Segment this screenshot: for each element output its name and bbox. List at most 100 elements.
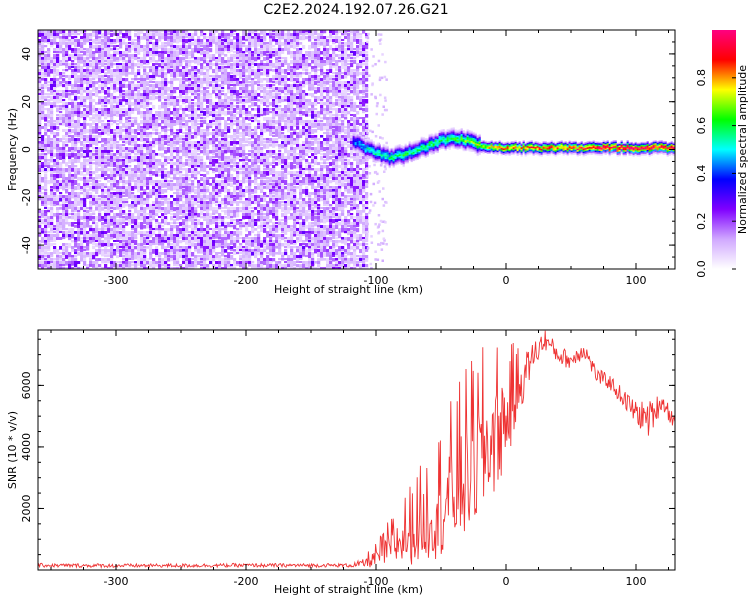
heatmap-cell [242, 210, 246, 213]
heatmap-cell [257, 147, 261, 152]
heatmap-cell [188, 90, 192, 93]
heatmap-cell [113, 63, 117, 66]
heatmap-cell [197, 45, 201, 48]
heatmap-cell [95, 198, 99, 201]
heatmap-cell [209, 30, 213, 35]
heatmap-cell [107, 39, 111, 44]
heatmap-cell [101, 168, 105, 173]
heatmap-cell [83, 60, 87, 63]
heatmap-cell [155, 129, 159, 132]
heatmap-cell [53, 36, 57, 40]
heatmap-cell [188, 36, 192, 39]
heatmap-cell [62, 195, 66, 199]
heatmap-cell [158, 81, 162, 86]
heatmap-cell [98, 156, 102, 161]
heatmap-cell [158, 234, 162, 239]
heatmap-cell [212, 180, 216, 184]
heatmap-cell [251, 120, 255, 123]
heatmap-cell [137, 126, 141, 131]
heatmap-cell [65, 252, 69, 257]
heatmap-cell [83, 234, 87, 239]
heatmap-cell [44, 261, 48, 266]
heatmap-cell [59, 183, 63, 188]
heatmap-cell [128, 84, 132, 89]
heatmap-cell [146, 72, 150, 77]
heatmap-cell [167, 264, 171, 267]
heatmap-cell [194, 249, 198, 252]
heatmap-cell [170, 111, 174, 115]
heatmap-cell [125, 72, 129, 77]
heatmap-cell [152, 45, 156, 49]
heatmap-cell [53, 264, 57, 268]
heatmap-cell [101, 204, 105, 207]
heatmap-cell [98, 231, 102, 234]
heatmap-cell [221, 135, 225, 138]
heatmap-cell [146, 141, 150, 144]
heatmap-cell [74, 213, 78, 218]
heatmap-cell [47, 81, 51, 84]
heatmap-cell [125, 222, 129, 226]
heatmap-cell [119, 261, 123, 264]
heatmap-cell [203, 42, 207, 46]
heatmap-cell [215, 39, 219, 44]
heatmap-cell [122, 186, 126, 190]
heatmap-cell [188, 234, 192, 237]
heatmap-cell [74, 168, 78, 173]
heatmap-cell [92, 57, 96, 61]
heatmap-cell [44, 57, 48, 61]
heatmap-cell [209, 108, 213, 111]
heatmap-cell [233, 81, 237, 85]
heatmap-cell [86, 183, 90, 186]
heatmap-cell [146, 84, 150, 87]
heatmap-cell [254, 267, 258, 269]
heatmap-cell [263, 33, 267, 37]
heatmap-cell [206, 153, 210, 158]
heatmap-cell [134, 234, 138, 239]
heatmap-cell [239, 141, 243, 145]
heatmap-cell [197, 219, 201, 223]
heatmap-cell [131, 249, 135, 254]
heatmap-cell [185, 237, 189, 242]
heatmap-cell [92, 39, 96, 44]
heatmap-cell [86, 60, 90, 64]
heatmap-cell [95, 177, 99, 180]
heatmap-cell [146, 207, 150, 210]
heatmap-cell [251, 252, 255, 256]
heatmap-cell [110, 48, 114, 51]
heatmap-cell [257, 99, 261, 102]
heatmap-cell [179, 78, 183, 82]
heatmap-cell [251, 96, 255, 101]
heatmap-cell [230, 198, 234, 201]
heatmap-cell [155, 132, 159, 135]
heatmap-cell [122, 174, 126, 178]
heatmap-cell [77, 231, 81, 235]
heatmap-cell [170, 162, 174, 165]
heatmap-cell [212, 129, 216, 132]
heatmap-cell [86, 177, 90, 182]
heatmap-cell [242, 156, 246, 160]
heatmap-cell [248, 78, 252, 80]
heatmap-cell [47, 72, 51, 77]
heatmap-cell [137, 93, 141, 97]
heatmap-cell [215, 48, 219, 52]
heatmap-cell [125, 192, 129, 197]
heatmap-cell [161, 51, 165, 54]
heatmap-cell [188, 177, 192, 182]
heatmap-cell [149, 246, 153, 251]
heatmap-cell [41, 249, 45, 253]
heatmap-cell [122, 165, 126, 168]
heatmap-cell [185, 255, 189, 258]
heatmap-cell [209, 48, 213, 53]
heatmap-cell [206, 72, 210, 76]
heatmap-cell [140, 153, 144, 156]
heatmap-cell [203, 231, 207, 234]
heatmap-cell [254, 54, 258, 59]
heatmap-cell [257, 156, 261, 160]
heatmap-cell [134, 132, 138, 135]
heatmap-cell [161, 162, 165, 166]
heatmap-cell [191, 186, 195, 190]
heatmap-cell [161, 144, 165, 148]
heatmap-cell [44, 210, 48, 214]
heatmap-cell [86, 225, 90, 228]
heatmap-cell [110, 60, 114, 65]
